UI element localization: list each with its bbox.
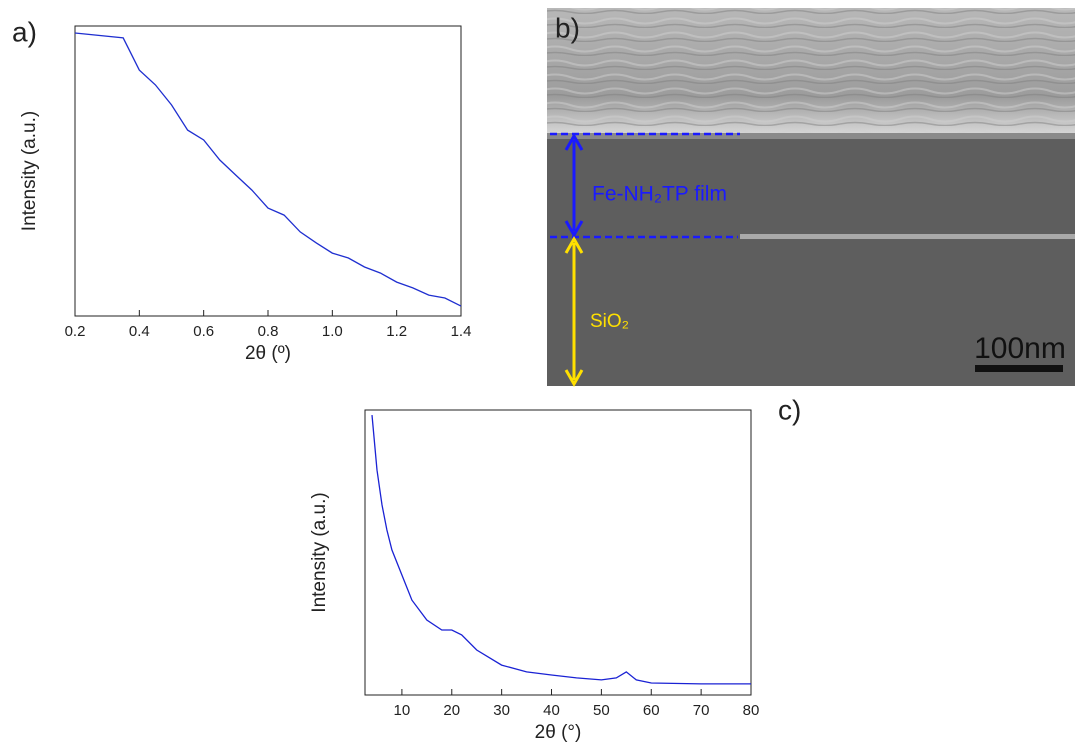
x-tick-label: 30: [493, 702, 510, 719]
x-tick-label: 1.2: [386, 323, 407, 340]
x-axis-label: 2θ (°): [535, 722, 582, 743]
data-line: [75, 33, 461, 306]
scale-bar-label: 100nm: [974, 332, 1066, 365]
sem-image: b) Fe-NH₂TP film SiO₂ 100nm: [547, 8, 1075, 386]
x-tick-label: 10: [394, 702, 411, 719]
x-tick-label: 0.8: [258, 323, 279, 340]
data-line: [372, 415, 751, 684]
x-tick-label: 70: [693, 702, 710, 719]
panel-label: b): [555, 12, 580, 43]
x-tick-label: 60: [643, 702, 660, 719]
x-tick-label: 1.0: [322, 323, 343, 340]
substrate-label: SiO₂: [590, 311, 629, 332]
x-tick-label: 40: [543, 702, 560, 719]
panel-label: a): [12, 16, 37, 47]
x-tick-label: 50: [593, 702, 610, 719]
x-tick-label: 20: [443, 702, 460, 719]
panel-label: c): [778, 394, 801, 425]
plot-frame: [365, 410, 751, 695]
x-axis-label: 2θ (º): [245, 343, 291, 364]
film-label: Fe-NH₂TP film: [592, 183, 727, 206]
x-tick-label: 80: [743, 702, 760, 719]
y-axis-label: Intensity (a.u.): [19, 111, 40, 231]
x-tick-label: 1.4: [451, 323, 472, 340]
plot-frame: [75, 26, 461, 316]
x-tick-label: 0.4: [129, 323, 150, 340]
y-axis-label: Intensity (a.u.): [309, 492, 330, 612]
figure: b) Fe-NH₂TP film SiO₂ 100nm 0.2 0.4 0.6 0.8…: [0, 0, 1075, 756]
x-tick-label: 0.6: [193, 323, 214, 340]
x-tick-label: 0.2: [65, 323, 86, 340]
